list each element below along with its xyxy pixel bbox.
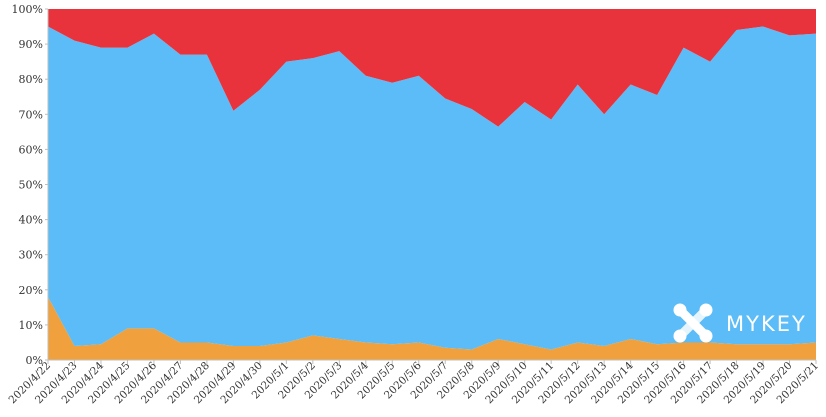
mykey-logo: MYKEY [673,303,807,343]
y-tick-label: 10% [19,319,43,332]
y-tick-label: 30% [19,249,43,262]
series-area-3 [48,9,816,127]
y-tick-label: 60% [19,143,43,156]
area-layer [48,9,816,360]
y-tick-labels: 0% 10% 20% 30% 40% 50% 60% 70% 80% 90% 100% [12,3,48,367]
logo-x-stroke-b [675,305,711,341]
y-tick-label: 90% [19,38,43,51]
y-tick-label: 100% [12,3,43,16]
series-area-1 [48,296,816,360]
y-tick-label: 80% [19,73,43,86]
y-tick-label: 50% [19,179,43,192]
y-tick-label: 0% [26,354,43,367]
y-tick-label: 40% [19,214,43,227]
x-tick-labels: 2020/4/222020/4/232020/4/242020/4/252020… [7,359,822,406]
watermark-text: MYKEY [726,312,807,336]
y-tick-label: 20% [19,284,43,297]
series-area-2 [48,26,816,350]
y-tick-label: 70% [19,108,43,121]
